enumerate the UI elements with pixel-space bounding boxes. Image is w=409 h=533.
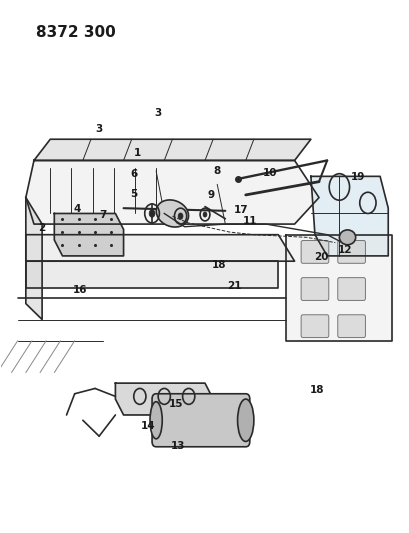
Text: 10: 10 xyxy=(262,168,277,178)
Text: 19: 19 xyxy=(350,172,364,182)
Text: 3: 3 xyxy=(154,108,162,118)
Ellipse shape xyxy=(237,399,253,441)
Text: 18: 18 xyxy=(309,384,324,394)
FancyBboxPatch shape xyxy=(337,278,364,301)
Text: 4: 4 xyxy=(73,204,80,214)
Polygon shape xyxy=(26,160,318,224)
Text: 15: 15 xyxy=(169,399,183,409)
FancyBboxPatch shape xyxy=(337,315,364,337)
Ellipse shape xyxy=(150,402,162,439)
Polygon shape xyxy=(34,139,310,160)
Text: 1: 1 xyxy=(134,148,141,158)
Ellipse shape xyxy=(156,200,188,227)
Text: 8372 300: 8372 300 xyxy=(36,25,115,41)
Text: 9: 9 xyxy=(207,190,214,200)
Text: 2: 2 xyxy=(38,223,46,233)
Circle shape xyxy=(149,209,155,217)
Polygon shape xyxy=(54,214,123,256)
Text: 11: 11 xyxy=(242,216,256,227)
Text: 17: 17 xyxy=(233,205,247,215)
Polygon shape xyxy=(115,383,213,415)
Circle shape xyxy=(202,212,207,217)
FancyBboxPatch shape xyxy=(152,394,249,447)
Polygon shape xyxy=(310,176,387,256)
FancyBboxPatch shape xyxy=(337,240,364,263)
Circle shape xyxy=(178,213,182,219)
Text: 3: 3 xyxy=(95,124,103,134)
Text: 12: 12 xyxy=(337,245,352,255)
Text: 5: 5 xyxy=(130,189,137,199)
Text: 7: 7 xyxy=(99,209,107,220)
Text: 20: 20 xyxy=(313,252,328,262)
Text: 14: 14 xyxy=(140,421,155,431)
Text: 8: 8 xyxy=(213,166,220,176)
Polygon shape xyxy=(26,235,294,261)
Text: 13: 13 xyxy=(171,441,185,451)
Text: 16: 16 xyxy=(72,285,87,295)
Polygon shape xyxy=(26,198,42,319)
Ellipse shape xyxy=(339,230,355,245)
Text: 6: 6 xyxy=(130,169,137,179)
FancyBboxPatch shape xyxy=(300,278,328,301)
Text: 18: 18 xyxy=(211,260,226,270)
Polygon shape xyxy=(26,261,278,288)
FancyBboxPatch shape xyxy=(300,315,328,337)
Polygon shape xyxy=(286,235,391,341)
Text: 21: 21 xyxy=(227,281,241,291)
FancyBboxPatch shape xyxy=(300,240,328,263)
